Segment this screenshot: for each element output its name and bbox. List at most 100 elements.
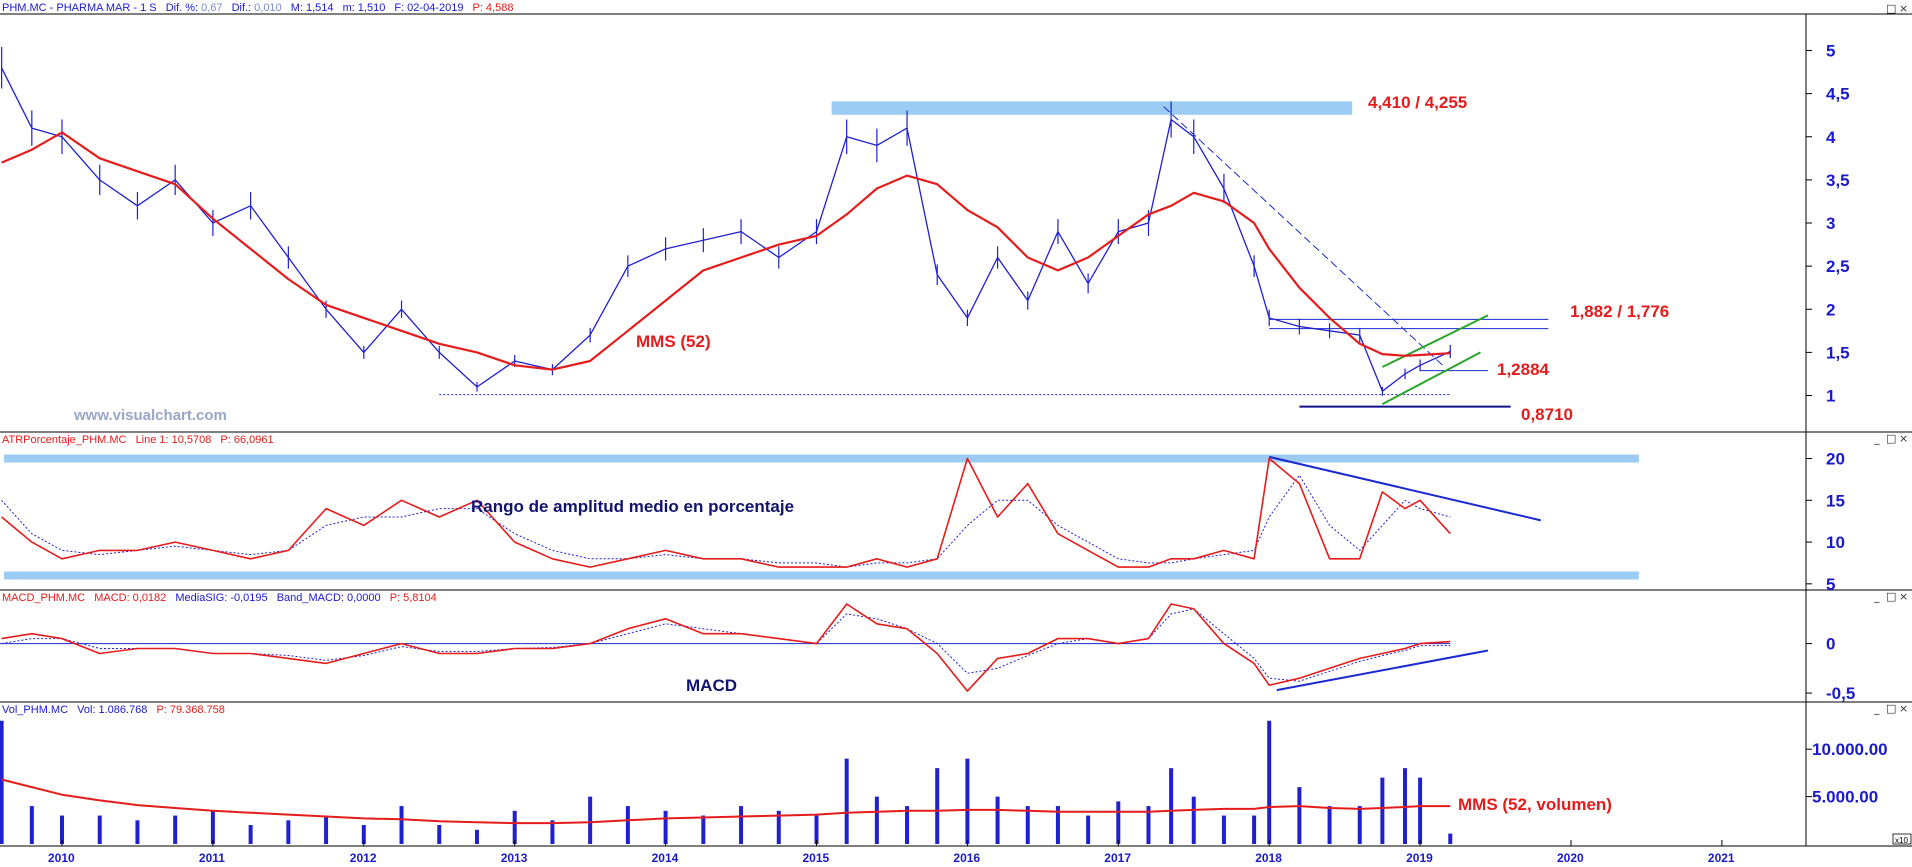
resistance-band [831, 101, 1353, 115]
macd-signal-line [1, 608, 1451, 682]
year-label: 2010 [48, 851, 75, 865]
annotation-resistance: 4,410 / 4,255 [1368, 93, 1467, 112]
atr-p: 66,0961 [234, 434, 274, 446]
year-label: 2018 [1255, 851, 1282, 865]
vol-name: Vol_PHM.MC [2, 704, 68, 716]
volume-ytick-label: 5.000.00 [1812, 788, 1878, 807]
price-header-bar [0, 0, 1912, 14]
volume-panel-header: Vol_PHM.MC Vol: 1.086.768 P: 79.368.758 [2, 704, 225, 716]
volume-bars-layer [0, 720, 1453, 844]
atr-ytick-label: 20 [1826, 450, 1845, 469]
price-min-label: m: [343, 2, 355, 14]
minimize-icon[interactable]: _ [1873, 432, 1880, 445]
macd-sig-label: MediaSIG: [175, 592, 227, 604]
price-symbol: PHM.MC - PHARMA MAR - 1 S [2, 2, 157, 14]
close-icon[interactable]: × [1899, 590, 1908, 603]
watermark: www.visualchart.com [73, 407, 227, 424]
window-buttons-macd: _ □ × [1873, 590, 1908, 603]
close-icon[interactable]: × [1899, 432, 1908, 445]
price-p-label: P: [473, 2, 483, 14]
volume-ytick-label: 10.000.00 [1812, 740, 1888, 759]
price-ytick-label: 1 [1826, 387, 1835, 406]
atr-p-label: P: [220, 434, 230, 446]
vol-p-label: P: [156, 704, 166, 716]
price-ytick-label: 1,5 [1826, 343, 1850, 362]
window-buttons-volume: _ □ × [1873, 702, 1908, 715]
volume-ma-line [1, 778, 1451, 825]
price-date-label: F: [394, 2, 404, 14]
macd-macd-label: MACD: [94, 592, 129, 604]
price-ytick-label: 2,5 [1826, 257, 1850, 276]
year-label: 2012 [350, 851, 377, 865]
annotation-ma: MMS (52) [636, 332, 711, 351]
axis-ticks-layer: 5 4,5 4 3,5 3 2,5 2 1,5 1 20 15 10 5 0 -0,5 10.000.00 5.… [1806, 42, 1888, 807]
macd-ytick-label: 0 [1826, 635, 1835, 654]
year-label: 2017 [1104, 851, 1131, 865]
price-min: 1,510 [358, 2, 386, 14]
macd-sig: -0,0195 [230, 592, 267, 604]
atr-ytick-label: 5 [1826, 575, 1835, 594]
macd-macd: 0,0182 [133, 592, 167, 604]
year-label: 2011 [199, 851, 225, 865]
maximize-icon[interactable]: □ [1886, 432, 1896, 445]
multiplier-badge [1892, 833, 1912, 845]
minimize-icon[interactable]: _ [1873, 590, 1880, 603]
macd-band-label: Band_MACD: [277, 592, 344, 604]
price-line [1, 67, 1451, 392]
annotation-support-zone: 1,882 / 1,776 [1570, 302, 1669, 321]
close-icon[interactable]: × [1899, 2, 1908, 15]
minimize-icon[interactable]: _ [1873, 2, 1880, 15]
annotation-atr: Rango de amplitud medio en porcentaje [471, 497, 794, 516]
year-label: 2016 [953, 851, 980, 865]
macd-uptrend-line [1276, 649, 1489, 692]
atr-downtrend-line [1268, 455, 1542, 522]
year-label: 2019 [1406, 851, 1433, 865]
maximize-icon[interactable]: □ [1886, 590, 1896, 603]
macd-p: 5,8104 [403, 592, 437, 604]
minimize-icon[interactable]: _ [1873, 702, 1880, 715]
vol-p: 79.368.758 [170, 704, 225, 716]
year-label: 2013 [501, 851, 528, 865]
price-ytick-label: 3 [1826, 214, 1835, 233]
ma-line [1, 131, 1451, 371]
macd-panel-header: MACD_PHM.MC MACD: 0,0182 MediaSIG: -0,0195… [2, 592, 437, 604]
atr-lower-band [4, 571, 1639, 580]
window-buttons-price: _ □ × [1873, 2, 1908, 15]
atr-signal-line [1, 474, 1451, 568]
price-ytick-label: 2 [1826, 300, 1835, 319]
year-label: 2020 [1557, 851, 1584, 865]
atr-ytick-label: 10 [1826, 533, 1845, 552]
annotation-level-mid: 1,2884 [1497, 360, 1550, 379]
price-series-layer [1, 47, 1451, 396]
price-ytick-label: 5 [1826, 42, 1835, 61]
maximize-icon[interactable]: □ [1886, 702, 1896, 715]
price-ytick-label: 4,5 [1826, 85, 1850, 104]
price-ytick-label: 3,5 [1826, 171, 1850, 190]
price-max-label: M: [291, 2, 303, 14]
right-axis-area [1806, 14, 1912, 846]
bands-layer [0, 101, 1639, 692]
price-max: 1,514 [306, 2, 334, 14]
atr-series-layer [1, 457, 1451, 568]
multiplier-label: x10 [1895, 836, 1908, 845]
close-icon[interactable]: × [1899, 702, 1908, 715]
maximize-icon[interactable]: □ [1886, 2, 1896, 15]
price-ytick-label: 4 [1826, 128, 1836, 147]
macd-line [1, 603, 1451, 692]
year-label: 2014 [652, 851, 679, 865]
atr-name: ATRPorcentaje_PHM.MC [2, 434, 127, 446]
channel-upper-line [1381, 314, 1489, 368]
atr-line [1, 457, 1451, 568]
macd-ytick-label: -0,5 [1826, 684, 1855, 703]
year-label: 2015 [803, 851, 830, 865]
price-dif: 0,010 [254, 2, 282, 14]
price-date: 02-04-2019 [407, 2, 463, 14]
atr-line-label: Line 1: [136, 434, 169, 446]
vol-vol: 1.086.768 [98, 704, 147, 716]
channel-lower-line [1381, 351, 1481, 406]
atr-panel-header: ATRPorcentaje_PHM.MC Line 1: 10,5708 P: 66… [2, 434, 274, 446]
annotation-macd: MACD [686, 676, 737, 695]
vol-vol-label: Vol: [77, 704, 95, 716]
year-label: 2021 [1708, 851, 1735, 865]
atr-line: 10,5708 [172, 434, 212, 446]
